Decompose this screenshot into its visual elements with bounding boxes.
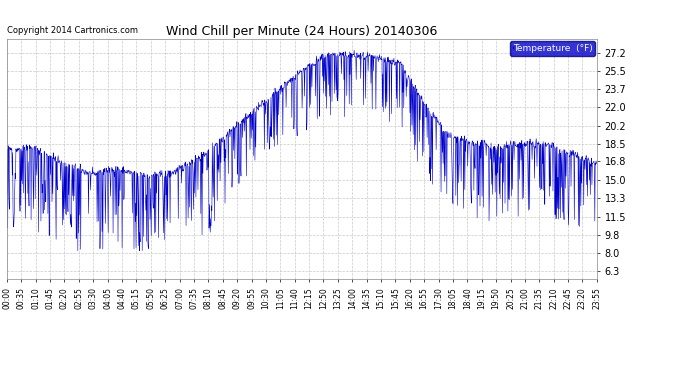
Legend: Temperature  (°F): Temperature (°F) (510, 41, 595, 56)
Text: Copyright 2014 Cartronics.com: Copyright 2014 Cartronics.com (7, 26, 138, 34)
Title: Wind Chill per Minute (24 Hours) 20140306: Wind Chill per Minute (24 Hours) 2014030… (166, 25, 437, 38)
